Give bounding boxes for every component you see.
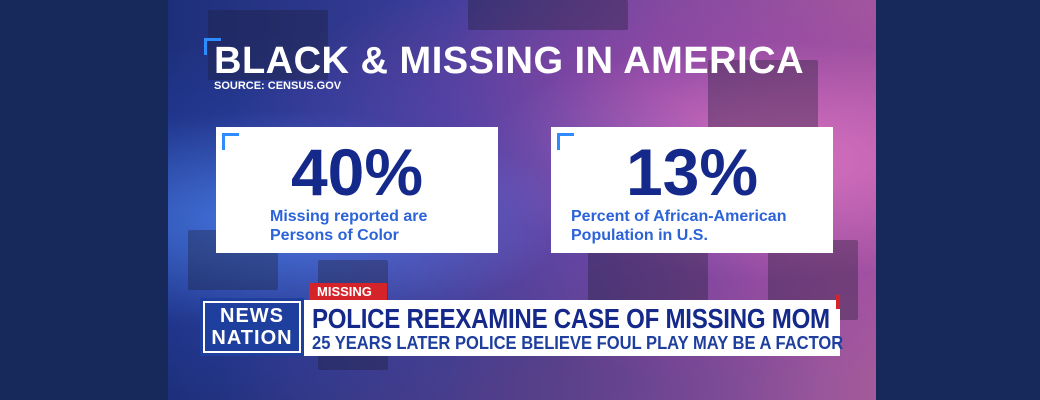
stat-description-line: Percent of African-American xyxy=(571,208,787,225)
category-tag: MISSING xyxy=(309,283,387,300)
stat-description: Percent of African-American Population i… xyxy=(571,207,786,245)
subheadline: 25 YEARS LATER POLICE BELIEVE FOUL PLAY … xyxy=(312,333,844,353)
stat-value: 13% xyxy=(625,135,759,209)
logo-word-bottom: NATION xyxy=(211,327,293,349)
stat-card-african-american-population: 13% Percent of African-American Populati… xyxy=(551,127,833,253)
stat-card-persons-of-color: 40% Missing reported are Persons of Colo… xyxy=(216,127,498,253)
stat-description-line: Missing reported are xyxy=(270,208,428,225)
logo-word-top: NEWS xyxy=(220,305,284,327)
title-corner-accent xyxy=(204,38,221,55)
graphic-source: SOURCE: CENSUS.GOV xyxy=(214,80,342,92)
banner-accent xyxy=(836,295,840,309)
lower-third-banner: POLICE REEXAMINE CASE OF MISSING MOM 25 … xyxy=(304,295,844,356)
stat-description: Missing reported are Persons of Color xyxy=(270,207,427,245)
card-corner-accent xyxy=(557,133,574,150)
stat-value: 40% xyxy=(290,135,424,209)
stat-description-line: Population in U.S. xyxy=(571,227,708,244)
logo-border: NEWS NATION xyxy=(203,301,301,353)
graphic-title: BLACK & MISSING IN AMERICA xyxy=(214,40,805,82)
card-corner-accent xyxy=(222,133,239,150)
headline: POLICE REEXAMINE CASE OF MISSING MOM xyxy=(312,303,830,334)
stat-description-line: Persons of Color xyxy=(270,227,399,244)
newsnation-logo: NEWS NATION xyxy=(200,298,304,356)
